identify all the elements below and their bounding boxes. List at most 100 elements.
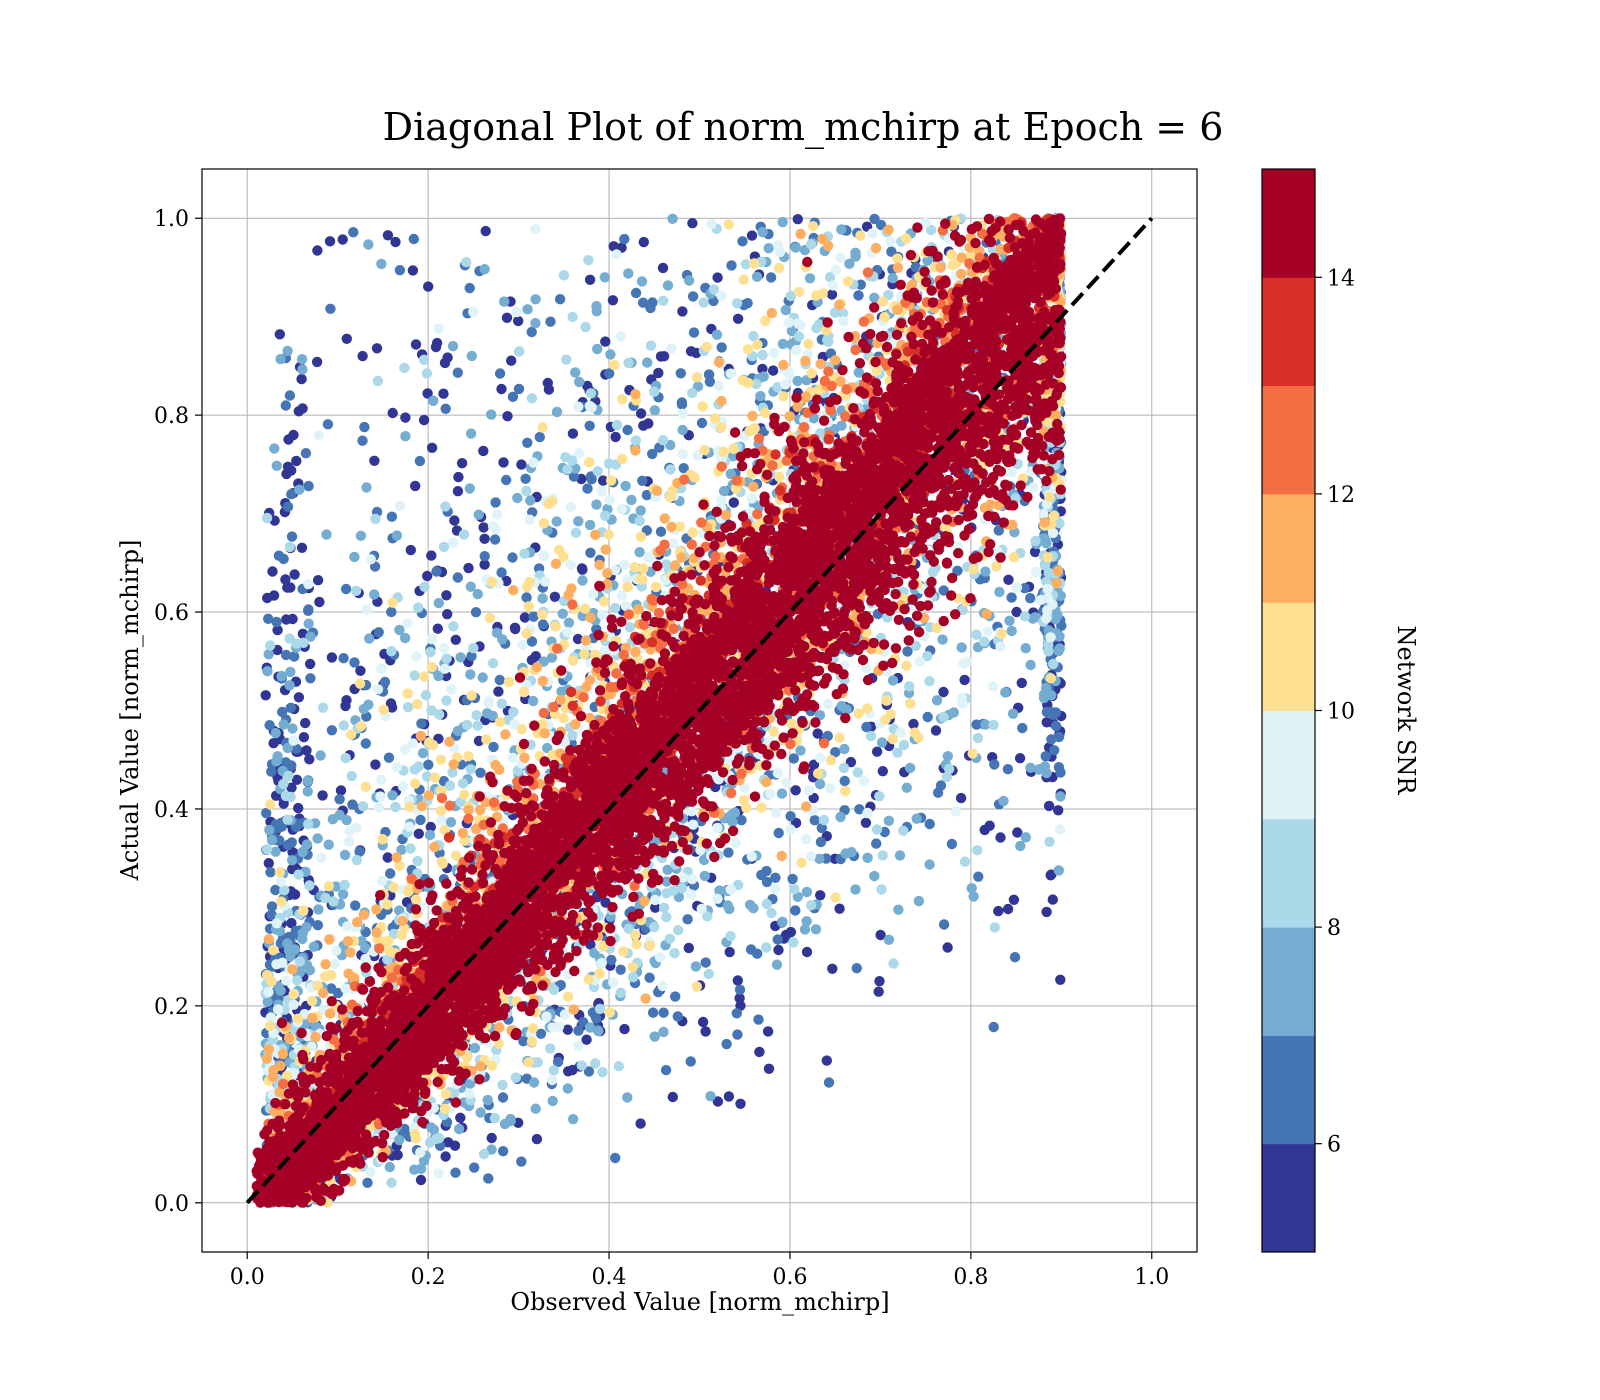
scatter-point [634,515,645,527]
scatter-point [463,751,474,762]
scatter-point [613,1061,624,1072]
scatter-point [274,329,285,340]
scatter-point [524,514,535,525]
scatter-point [773,262,785,274]
scatter-point [288,999,299,1010]
scatter-point [281,614,292,625]
scatter-point [334,794,345,805]
scatter-point [778,391,789,402]
scatter-point [725,368,737,379]
scatter-point [479,264,490,275]
scatter-point [300,448,312,459]
scatter-point [567,311,578,323]
scatter-point [971,629,982,640]
scatter-point [879,311,890,323]
scatter-point [665,464,676,475]
scatter-point [822,334,833,346]
scatter-points [251,213,1067,1208]
scatter-point [877,766,888,777]
scatter-point [995,832,1006,843]
scatter-point [342,921,353,932]
scatter-point [628,971,639,983]
scatter-point [805,900,817,911]
scatter-point [425,646,436,658]
scatter-point [282,345,293,357]
scatter-point [592,343,603,355]
scatter-point [265,867,276,878]
scatter-point [496,567,507,578]
scatter-point [615,964,626,975]
scatter-point [812,728,823,739]
scatter-point [271,918,282,929]
scatter-point [466,350,477,362]
scatter-point [339,849,351,861]
scatter-point [1049,745,1060,756]
scatter-point [643,552,654,563]
scatter-point [677,448,688,460]
scatter-point [391,530,403,541]
scatter-point [818,814,830,826]
scatter-point [609,359,620,371]
scatter-point [959,856,971,867]
scatter-point [292,975,303,986]
scatter-point [984,820,995,831]
scatter-point [355,665,366,676]
scatter-point [676,883,688,894]
scatter-point [496,383,507,395]
scatter-point [338,720,349,731]
scatter-point [1053,762,1065,773]
scatter-point [265,799,276,810]
scatter-point [777,916,788,927]
scatter-point [594,1003,606,1015]
scatter-point [858,776,870,787]
scatter-point [649,405,660,416]
scatter-point [938,686,949,698]
scatter-point [284,680,295,691]
scatter-point [440,1088,452,1100]
scatter-point [823,1077,835,1088]
scatter-point [424,1137,436,1148]
scatter-point [337,889,349,900]
scatter-point [788,937,799,948]
scatter-point [1043,646,1054,657]
scatter-point [610,602,621,614]
scatter-point [596,485,607,497]
scatter-point [561,354,572,365]
scatter-point [275,985,286,996]
scatter-point [956,642,967,653]
scatter-point [311,356,323,368]
scatter-point [573,401,584,412]
scatter-point [562,1024,573,1035]
scatter-point [347,799,358,810]
scatter-point [493,686,504,697]
scatter-point [277,957,288,968]
scatter-point [597,475,609,486]
scatter-point [577,575,588,586]
scatter-point [370,513,381,525]
scatter-point [510,1072,521,1083]
scatter-point [321,529,332,540]
scatter-point [507,752,519,764]
scatter-point [516,1156,527,1167]
scatter-point [275,353,286,365]
scatter-point [562,1083,573,1094]
scatter-point [728,497,739,508]
scatter-point [458,529,470,540]
scatter-point [584,1022,596,1033]
scatter-point [293,802,304,814]
scatter-point [1035,594,1046,606]
scatter-point [887,675,899,686]
scatter-point [605,349,616,360]
scatter-point [410,339,422,350]
scatter-point [540,576,551,587]
scatter-point [729,807,741,818]
scatter-point [871,838,882,849]
scatter-point [278,778,289,790]
scatter-point [262,666,273,677]
scatter-point [386,646,397,657]
scatter-point [574,376,585,388]
scatter-point [420,690,432,701]
scatter-point [272,624,283,636]
scatter-point [815,890,826,901]
scatter-point [757,226,768,238]
